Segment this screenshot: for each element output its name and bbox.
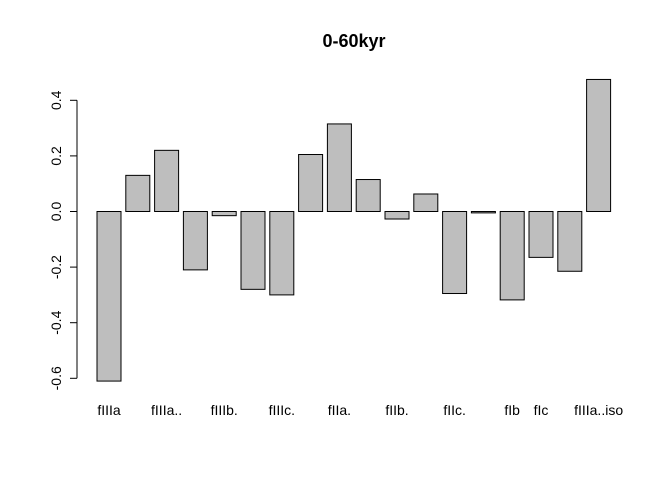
y-tick-label: 0.0 — [48, 202, 64, 222]
bar — [326, 123, 352, 212]
bar — [269, 211, 295, 296]
bar — [499, 211, 525, 301]
bar — [528, 211, 554, 258]
y-axis: -0.6 -0.4 -0.2 0.0 0.2 0.4 — [48, 90, 78, 390]
bar — [586, 78, 612, 212]
y-tick-label: -0.4 — [48, 310, 64, 334]
x-tick-label: fIc — [534, 402, 549, 418]
bar — [557, 211, 583, 272]
chart-title: 0-60kyr — [322, 31, 385, 51]
x-tick-label: fIb — [504, 402, 520, 418]
bar — [413, 193, 439, 212]
x-tick-label: fIIa. — [328, 402, 351, 418]
x-axis-labels: fIIIa fIIIa.. fIIIb. fIIIc. fIIa. fIIb. fIIc. f… — [97, 402, 623, 418]
x-tick-label: fIIIb. — [211, 402, 238, 418]
x-tick-label: fIIIa..iso — [574, 402, 623, 418]
y-tick-label: 0.4 — [48, 90, 64, 110]
x-tick-label: fIIb. — [385, 402, 408, 418]
bar — [240, 211, 266, 290]
bar — [125, 174, 151, 212]
bar — [298, 154, 324, 212]
bar — [355, 179, 381, 212]
bars — [96, 78, 612, 382]
y-tick-label: -0.6 — [48, 366, 64, 390]
bar — [154, 149, 180, 212]
bar — [470, 211, 496, 214]
x-tick-label: fIIIc. — [269, 402, 295, 418]
bar — [384, 211, 410, 220]
x-tick-label: fIIIa.. — [151, 402, 182, 418]
x-tick-label: fIIIa — [97, 402, 121, 418]
bar — [211, 211, 237, 217]
y-tick-label: 0.2 — [48, 146, 64, 166]
bar — [442, 211, 468, 295]
bar — [96, 211, 122, 382]
y-tick-label: -0.2 — [48, 255, 64, 279]
x-tick-label: fIIc. — [443, 402, 466, 418]
bar — [182, 211, 208, 271]
